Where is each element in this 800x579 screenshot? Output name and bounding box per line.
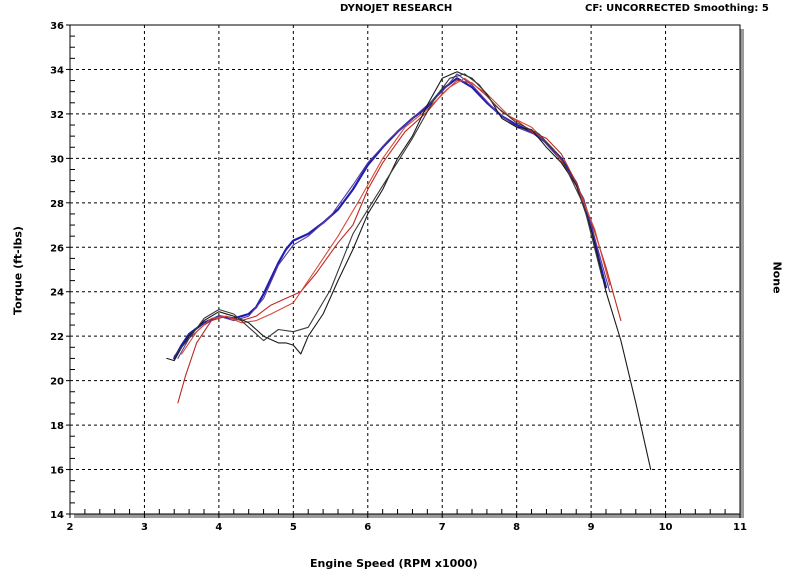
plot-frame (69, 24, 744, 518)
y-tick-label: 34 (50, 65, 64, 76)
y2-axis-label: None (770, 261, 784, 294)
y-tick-label: 14 (50, 510, 64, 521)
x-tick-label: 10 (659, 522, 673, 533)
x-tick-label: 4 (215, 522, 222, 533)
correction-info: CF: UNCORRECTED Smoothing: 5 (585, 3, 769, 14)
x-tick-label: 11 (733, 522, 747, 533)
x-tick-label: 7 (439, 522, 446, 533)
x-tick-label: 2 (67, 522, 74, 533)
series-line-6 (173, 73, 603, 357)
y-tick-label: 36 (50, 21, 64, 32)
grid-lines (70, 25, 740, 514)
series-line-5 (166, 71, 652, 471)
series-lines (166, 71, 652, 471)
y-tick-label: 24 (50, 288, 64, 299)
series-line-2 (177, 73, 611, 359)
y-axis-label: Torque (ft-lbs) (11, 226, 25, 315)
y-tick-label: 26 (50, 243, 64, 254)
y-tick-label: 30 (50, 154, 64, 165)
series-line-3 (177, 80, 622, 404)
y-tick-label: 20 (50, 377, 64, 388)
x-tick-label: 5 (290, 522, 297, 533)
x-tick-label: 9 (588, 522, 595, 533)
x-tick-label: 6 (364, 522, 371, 533)
plot-area (69, 24, 741, 515)
y-tick-label: 32 (50, 110, 64, 121)
chart-title: DYNOJET RESEARCH (340, 3, 453, 14)
x-tick-label: 3 (141, 522, 148, 533)
x-axis-label: Engine Speed (RPM x1000) (310, 557, 478, 570)
y-tick-label: 18 (50, 421, 64, 432)
y-tick-label: 28 (50, 199, 64, 210)
x-tick-label: 8 (513, 522, 520, 533)
y-tick-label: 22 (50, 332, 64, 343)
y-tick-label: 16 (50, 466, 64, 477)
